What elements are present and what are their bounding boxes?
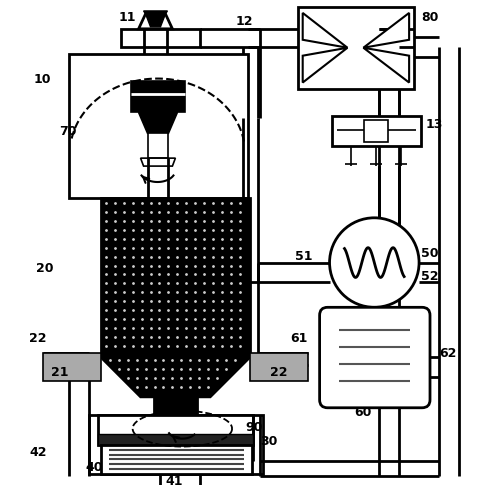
Text: 20: 20 [36,262,53,274]
Text: 61: 61 [290,331,307,344]
Bar [101,445,252,474]
Bar [153,397,198,415]
Text: 21: 21 [51,366,69,379]
Bar [332,117,421,147]
Text: 11: 11 [119,11,136,24]
Bar [101,199,250,357]
Polygon shape [303,14,347,49]
Text: 70: 70 [59,124,77,138]
Polygon shape [141,159,175,167]
Text: 80: 80 [421,11,439,24]
Polygon shape [139,113,177,134]
Text: 42: 42 [29,445,47,458]
Bar [121,30,200,48]
Polygon shape [144,12,167,18]
Polygon shape [363,14,409,49]
Text: 22: 22 [29,331,47,344]
Polygon shape [303,49,347,83]
Text: 52: 52 [421,269,439,283]
Bar [148,134,168,159]
Bar [89,415,263,474]
Text: 12: 12 [235,15,252,28]
Polygon shape [146,15,165,28]
Polygon shape [101,357,250,397]
Polygon shape [363,49,409,83]
Text: 41: 41 [165,474,183,487]
Text: 13: 13 [426,118,444,131]
Bar [98,415,253,445]
Bar [131,81,185,113]
Text: 51: 51 [295,249,312,263]
Polygon shape [139,15,172,30]
Text: 30: 30 [260,434,277,447]
Circle shape [330,218,419,308]
Text: 10: 10 [33,73,50,86]
Bar [364,121,388,143]
Text: 60: 60 [354,406,372,418]
Bar [98,434,253,445]
Bar [250,353,308,381]
Text: 22: 22 [270,366,288,379]
Bar [43,353,101,381]
Text: 50: 50 [421,246,439,260]
Text: 40: 40 [86,460,103,473]
Bar [69,55,248,199]
Text: 62: 62 [439,346,456,359]
Text: 90: 90 [245,420,262,433]
Bar [297,8,414,89]
FancyBboxPatch shape [320,308,430,408]
